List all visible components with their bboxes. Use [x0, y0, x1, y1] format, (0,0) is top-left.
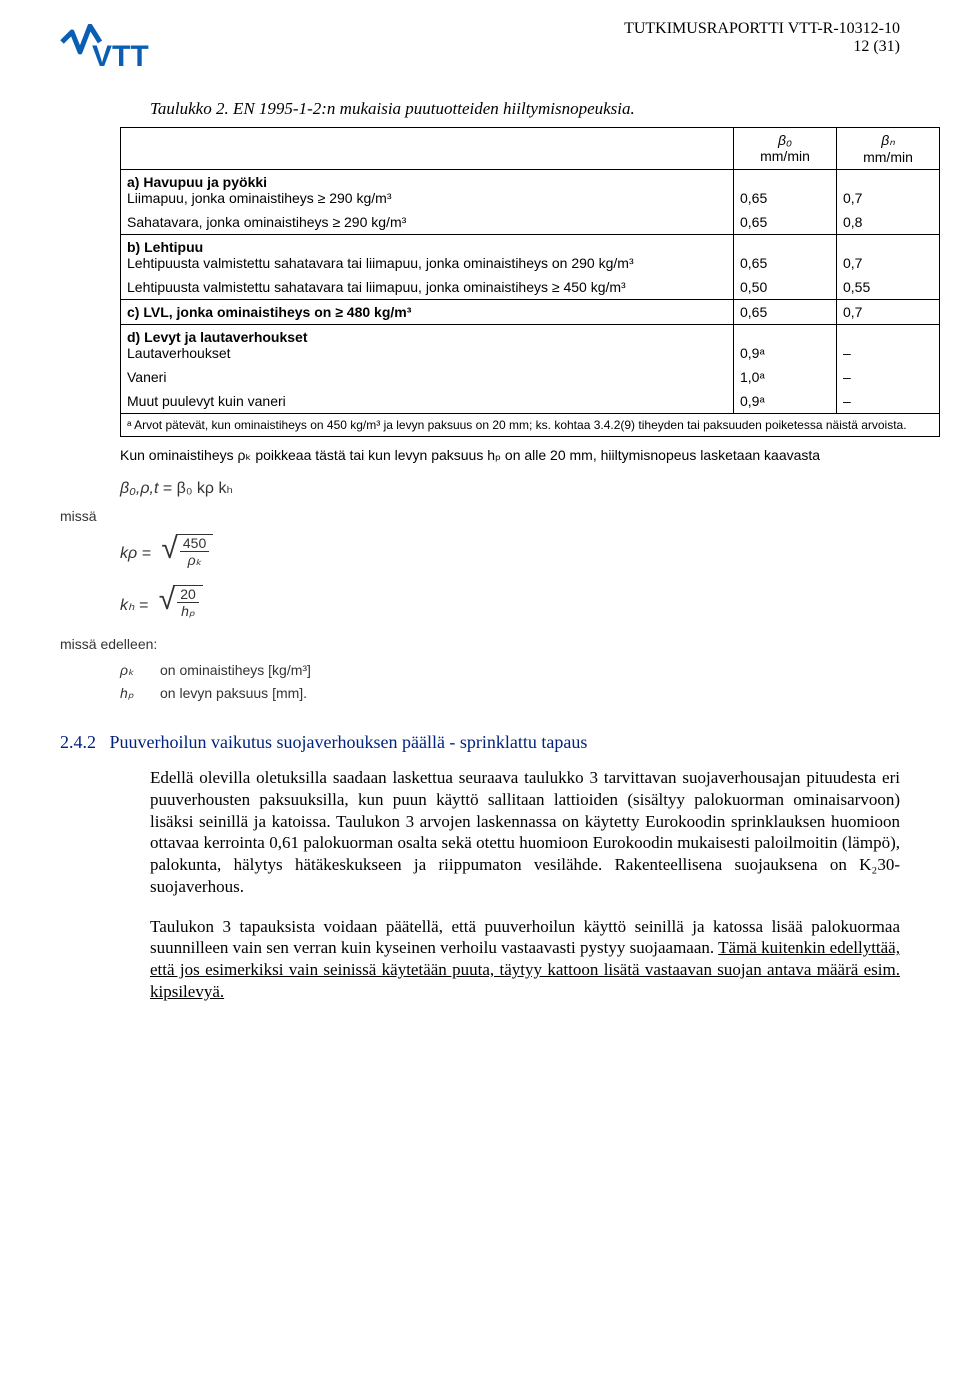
def-h-txt: on levyn paksuus [mm].	[160, 685, 307, 702]
cell-b0: 0,65	[734, 300, 837, 325]
cell-b0: 0,9ᵃ	[734, 389, 837, 414]
table-row: Lehtipuusta valmistettu sahatavara tai l…	[121, 275, 940, 300]
row-label: Muut puulevyt kuin vaneri	[121, 389, 734, 414]
k-h-den: hₚ	[177, 603, 199, 620]
col3-unit: mm/min	[863, 149, 913, 165]
cell-bn: 0,8	[837, 210, 940, 235]
def-h-sym: hₚ	[120, 685, 160, 702]
logo-icon: VTT	[60, 24, 180, 74]
cell-b0: 1,0ᵃ	[734, 365, 837, 389]
cell-bn: 0,55	[837, 275, 940, 300]
page-number: 12 (31)	[624, 38, 900, 56]
row-label: Lautaverhoukset	[127, 345, 231, 361]
equation-k-rho: kρ = √ 450 ρₖ	[120, 534, 900, 569]
cell-b0: 0,50	[734, 275, 837, 300]
cell-bn: –	[837, 325, 940, 366]
table-row: Vaneri 1,0ᵃ –	[121, 365, 940, 389]
paragraph-1: Edellä olevilla oletuksilla saadaan lask…	[150, 767, 900, 898]
group-d-title: d) Levyt ja lautaverhoukset	[127, 329, 308, 345]
symbol-definitions: ρₖ on ominaistiheys [kg/m³] hₚ on levyn …	[120, 662, 900, 702]
eq-main-rhs: = β₀ kρ kₕ	[163, 480, 233, 497]
row-label: Lehtipuusta valmistettu sahatavara tai l…	[121, 275, 734, 300]
vtt-logo: VTT	[60, 24, 180, 79]
report-id: TUTKIMUSRAPORTTI VTT-R-10312-10	[624, 20, 900, 38]
cell-bn: 0,7	[837, 300, 940, 325]
table-caption: Taulukko 2. EN 1995-1-2:n mukaisia puutu…	[150, 99, 900, 119]
table-row: Sahatavara, jonka ominaistiheys ≥ 290 kg…	[121, 210, 940, 235]
label-where2: missä edelleen:	[60, 636, 900, 652]
eq-k-h-lhs: kₕ =	[120, 595, 148, 615]
table-footnote-row: ᵃ Arvot pätevät, kun ominaistiheys on 45…	[121, 414, 940, 437]
equation-k-h: kₕ = √ 20 hₚ	[120, 585, 900, 620]
col2-unit: mm/min	[760, 148, 810, 164]
table-row: a) Havupuu ja pyökki Liimapuu, jonka omi…	[121, 170, 940, 211]
table-row: d) Levyt ja lautaverhoukset Lautaverhouk…	[121, 325, 940, 366]
formula-intro-line: Kun ominaistiheys ρₖ poikkeaa tästä tai …	[120, 447, 940, 464]
equation-main: β₀,ρ,t = β₀ kρ kₕ	[120, 478, 900, 498]
k-rho-den: ρₖ	[180, 552, 209, 569]
header-right: TUTKIMUSRAPORTTI VTT-R-10312-10 12 (31)	[624, 20, 900, 56]
row-label: Liimapuu, jonka ominaistiheys ≥ 290 kg/m…	[127, 190, 391, 206]
group-b-title: b) Lehtipuu	[127, 239, 203, 255]
page-header: VTT TUTKIMUSRAPORTTI VTT-R-10312-10 12 (…	[60, 20, 900, 79]
table-footnote: ᵃ Arvot pätevät, kun ominaistiheys on 45…	[121, 414, 940, 437]
group-a-title: a) Havupuu ja pyökki	[127, 174, 267, 190]
section-num: 2.4.2	[60, 732, 96, 752]
k-h-num: 20	[177, 586, 199, 603]
section-title: Puuverhoilun vaikutus suojaverhouksen pä…	[110, 732, 588, 752]
row-label: Sahatavara, jonka ominaistiheys ≥ 290 kg…	[121, 210, 734, 235]
page: VTT TUTKIMUSRAPORTTI VTT-R-10312-10 12 (…	[0, 0, 960, 1373]
cell-b0: 0,65	[734, 210, 837, 235]
def-row: hₚ on levyn paksuus [mm].	[120, 685, 900, 702]
row-label: Lehtipuusta valmistettu sahatavara tai l…	[127, 255, 634, 271]
table-header-row: β₀ mm/min βₙ mm/min	[121, 128, 940, 170]
table-row: Muut puulevyt kuin vaneri 0,9ᵃ –	[121, 389, 940, 414]
col3-sym: βₙ	[881, 132, 895, 148]
def-row: ρₖ on ominaistiheys [kg/m³]	[120, 662, 900, 679]
col2-sym: β₀	[778, 132, 792, 148]
label-where: missä	[60, 508, 900, 524]
table-row: b) Lehtipuu Lehtipuusta valmistettu saha…	[121, 235, 940, 276]
k-rho-num: 450	[180, 535, 209, 552]
cell-b0: 0,65	[734, 170, 837, 211]
def-rho-txt: on ominaistiheys [kg/m³]	[160, 662, 311, 679]
eq-main-lhs: β₀,ρ,t	[120, 480, 158, 497]
logo-text: VTT	[92, 40, 149, 73]
charring-rate-table: β₀ mm/min βₙ mm/min a) Havupuu ja pyökki…	[120, 127, 940, 437]
eq-k-rho-lhs: kρ =	[120, 545, 151, 563]
section-heading: 2.4.2 Puuverhoilun vaikutus suojaverhouk…	[60, 732, 900, 753]
cell-b0: 0,9ᵃ	[734, 325, 837, 366]
cell-bn: –	[837, 389, 940, 414]
cell-bn: –	[837, 365, 940, 389]
paragraph-2: Taulukon 3 tapauksista voidaan päätellä,…	[150, 916, 900, 1003]
table-row: c) LVL, jonka ominaistiheys on ≥ 480 kg/…	[121, 300, 940, 325]
def-rho-sym: ρₖ	[120, 662, 160, 679]
group-c-title: c) LVL, jonka ominaistiheys on ≥ 480 kg/…	[127, 304, 411, 320]
row-label: Vaneri	[121, 365, 734, 389]
cell-bn: 0,7	[837, 235, 940, 276]
cell-b0: 0,65	[734, 235, 837, 276]
cell-bn: 0,7	[837, 170, 940, 211]
